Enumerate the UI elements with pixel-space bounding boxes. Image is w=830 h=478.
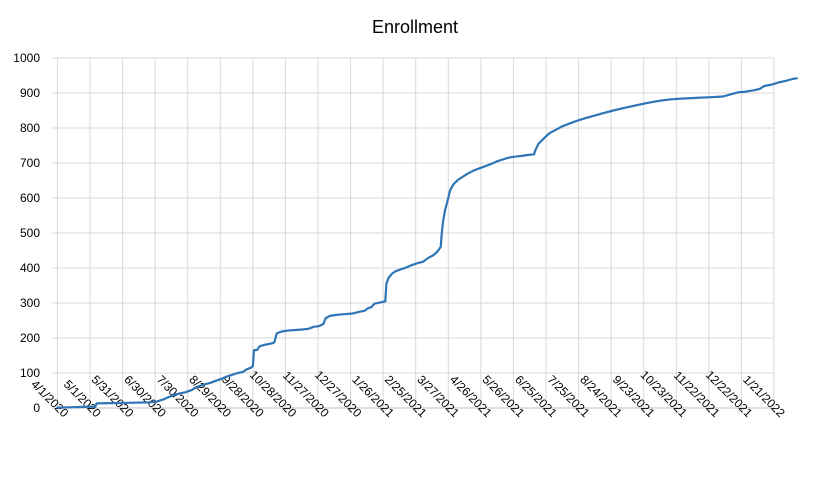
y-tick-label: 1000 (13, 51, 40, 65)
series-layer (56, 77, 798, 409)
y-tick-label: 300 (20, 296, 40, 310)
y-tick-label: 900 (20, 86, 40, 100)
x-axis-ticks: 4/1/20205/1/20205/31/20206/30/20207/30/2… (28, 368, 788, 421)
y-tick-label: 200 (20, 331, 40, 345)
gridlines (52, 57, 775, 409)
y-tick-label: 0 (33, 401, 40, 415)
y-tick-label: 100 (20, 366, 40, 380)
y-tick-label: 600 (20, 191, 40, 205)
y-tick-label: 500 (20, 226, 40, 240)
y-axis-ticks: 0 100 200 300 400 500 600 700 800 900 1000 (13, 51, 40, 415)
series-line (56, 77, 798, 409)
y-tick-label: 800 (20, 121, 40, 135)
chart-title: Enrollment (372, 17, 458, 37)
y-tick-label: 700 (20, 156, 40, 170)
y-tick-label: 400 (20, 261, 40, 275)
